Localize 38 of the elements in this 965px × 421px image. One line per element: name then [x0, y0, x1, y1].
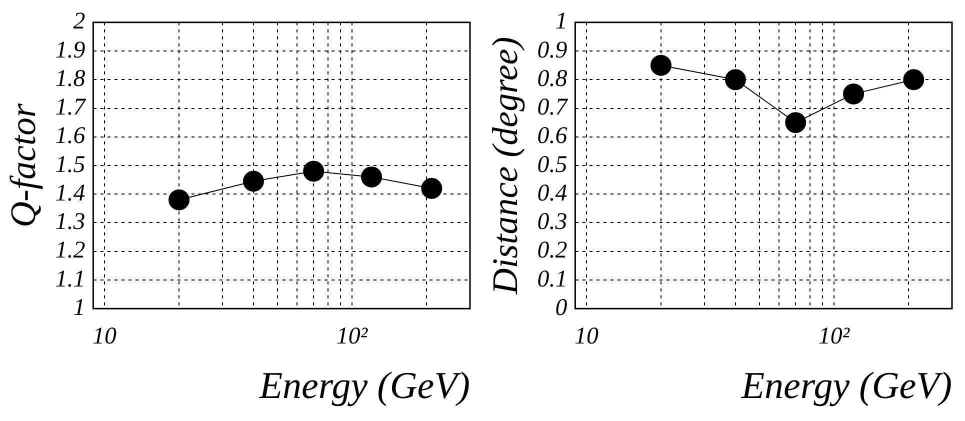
y-tick-label: 2 [73, 8, 86, 35]
point [785, 112, 806, 134]
y-tick-label: 0.4 [537, 180, 568, 206]
y-tick-label: 0 [555, 294, 568, 321]
y-tick-label: 1.4 [55, 180, 86, 206]
x-tick-label: 10² [336, 323, 368, 350]
y-axis-title: Distance (degree) [485, 36, 526, 296]
y-tick-label: 1.7 [55, 94, 86, 121]
y-axis-title: Q-factor [3, 102, 44, 228]
point [903, 69, 924, 90]
y-tick-label: 1 [555, 8, 568, 35]
point [724, 69, 746, 90]
y-tick-label: 1.6 [55, 123, 86, 150]
y-tick-label: 1.8 [55, 66, 86, 92]
y-tick-label: 0.5 [537, 152, 568, 178]
y-tick-label: 1.1 [55, 266, 86, 292]
point [303, 160, 324, 182]
y-tick-label: 0.1 [537, 266, 568, 292]
point [242, 170, 264, 192]
y-tick-label: 0.9 [537, 37, 568, 64]
y-tick-label: 1 [73, 294, 86, 321]
y-tick-label: 0.7 [537, 94, 568, 121]
x-tick-label: 10 [92, 323, 117, 350]
y-tick-label: 1.9 [55, 37, 86, 64]
y-tick-label: 1.2 [55, 238, 86, 264]
x-axis-title: Energy (GeV) [740, 365, 952, 408]
y-tick-label: 0.3 [537, 209, 568, 236]
point [421, 178, 442, 199]
x-tick-label: 10² [818, 323, 850, 350]
y-tick-label: 1.5 [55, 152, 86, 178]
y-tick-label: 0.2 [537, 238, 568, 264]
x-tick-label: 10 [574, 323, 599, 350]
x-axis-title: Energy (GeV) [258, 365, 470, 408]
point [843, 83, 864, 104]
point [361, 166, 382, 188]
y-tick-label: 1.3 [55, 209, 86, 236]
y-tick-label: 0.6 [537, 123, 568, 150]
y-tick-label: 0.8 [537, 66, 568, 92]
